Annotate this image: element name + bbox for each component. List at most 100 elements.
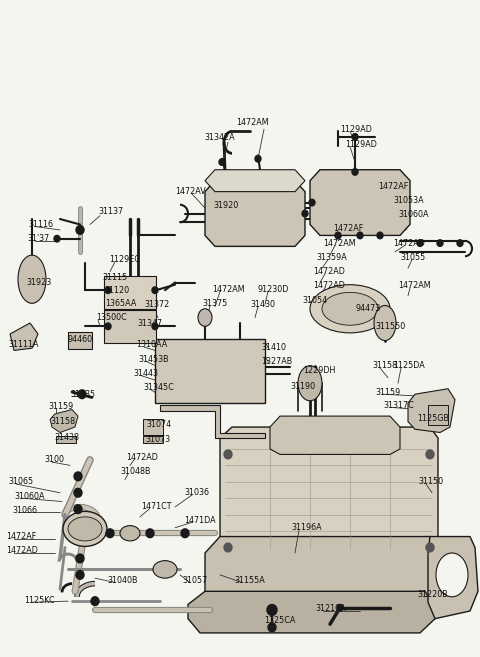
Text: 31453B: 31453B xyxy=(138,355,168,364)
Polygon shape xyxy=(310,170,410,235)
Text: 31111A: 31111A xyxy=(8,340,38,350)
Circle shape xyxy=(302,210,308,217)
Text: 31150: 31150 xyxy=(418,477,443,486)
Ellipse shape xyxy=(63,511,107,547)
Text: 1125GB: 1125GB xyxy=(417,414,449,423)
Text: 1472AF: 1472AF xyxy=(333,224,363,233)
Text: 31137: 31137 xyxy=(98,207,123,216)
Bar xyxy=(56,436,76,443)
Text: 31158: 31158 xyxy=(372,361,397,371)
Text: 31317C: 31317C xyxy=(383,401,414,410)
Ellipse shape xyxy=(153,560,177,578)
Circle shape xyxy=(219,159,225,166)
Text: 31159: 31159 xyxy=(375,388,400,397)
Text: 31120: 31120 xyxy=(104,286,129,295)
Text: 1129EC: 1129EC xyxy=(109,255,140,264)
Text: 31443: 31443 xyxy=(133,369,158,378)
Text: 1471CT: 1471CT xyxy=(141,503,171,512)
Text: 31060A: 31060A xyxy=(14,491,45,501)
Circle shape xyxy=(357,232,363,238)
Bar xyxy=(428,405,448,425)
Text: 1125DA: 1125DA xyxy=(393,361,425,371)
Text: 31066: 31066 xyxy=(12,506,37,515)
Ellipse shape xyxy=(120,526,140,541)
Circle shape xyxy=(417,240,423,246)
Text: 1472AD: 1472AD xyxy=(313,267,345,276)
Text: 1310AA: 1310AA xyxy=(136,340,167,350)
Circle shape xyxy=(152,287,158,294)
Text: 31375: 31375 xyxy=(202,299,227,308)
Text: 31060A: 31060A xyxy=(398,210,429,219)
Text: 31190: 31190 xyxy=(290,382,315,391)
Text: 94473: 94473 xyxy=(355,304,380,313)
Text: 31'37: 31'37 xyxy=(27,234,49,243)
Text: 31220B: 31220B xyxy=(417,590,448,599)
Circle shape xyxy=(74,505,82,514)
Polygon shape xyxy=(50,409,78,432)
Circle shape xyxy=(309,199,315,206)
Polygon shape xyxy=(408,389,455,432)
Circle shape xyxy=(337,604,343,611)
Text: 31372: 31372 xyxy=(144,300,169,309)
Text: 1472AD: 1472AD xyxy=(313,281,345,290)
Polygon shape xyxy=(188,591,435,633)
Ellipse shape xyxy=(322,292,378,325)
Circle shape xyxy=(76,554,84,563)
Text: 311550: 311550 xyxy=(375,322,405,331)
Circle shape xyxy=(146,529,154,537)
Circle shape xyxy=(74,472,82,481)
Text: 1472AD: 1472AD xyxy=(6,546,38,555)
Ellipse shape xyxy=(18,255,46,304)
Circle shape xyxy=(426,543,434,552)
Circle shape xyxy=(105,287,111,294)
Text: 31116: 31116 xyxy=(28,220,53,229)
Circle shape xyxy=(255,156,261,162)
Ellipse shape xyxy=(298,366,322,401)
Text: 1472AM: 1472AM xyxy=(212,284,245,294)
Text: 1472AM: 1472AM xyxy=(398,281,431,290)
Circle shape xyxy=(181,529,189,537)
Text: 1472AD: 1472AD xyxy=(393,238,425,248)
Text: 1129AD: 1129AD xyxy=(340,125,372,134)
Bar xyxy=(155,340,265,403)
Circle shape xyxy=(352,133,358,140)
Text: 31159: 31159 xyxy=(48,401,73,411)
Text: 13500C: 13500C xyxy=(96,313,127,322)
Ellipse shape xyxy=(374,306,396,340)
Text: 1471DA: 1471DA xyxy=(184,516,216,525)
Text: 31923: 31923 xyxy=(26,278,51,287)
Ellipse shape xyxy=(68,517,102,541)
Text: 31438: 31438 xyxy=(54,434,79,443)
Circle shape xyxy=(268,623,276,632)
Circle shape xyxy=(78,390,86,399)
Circle shape xyxy=(76,225,84,235)
Circle shape xyxy=(267,604,277,616)
Bar xyxy=(104,310,156,343)
Text: 1129AD: 1129AD xyxy=(345,140,377,149)
Circle shape xyxy=(426,450,434,459)
Bar xyxy=(143,436,163,443)
Text: 31435: 31435 xyxy=(70,390,95,399)
Text: 31074: 31074 xyxy=(146,420,171,430)
Text: 31065: 31065 xyxy=(8,477,33,486)
Polygon shape xyxy=(270,416,400,455)
Text: 31036: 31036 xyxy=(184,488,209,497)
Circle shape xyxy=(377,232,383,238)
Text: 31210A: 31210A xyxy=(315,604,346,614)
Text: 91230D: 91230D xyxy=(258,284,289,294)
Text: 31155A: 31155A xyxy=(234,576,265,585)
Circle shape xyxy=(224,543,232,552)
Text: 31054: 31054 xyxy=(302,296,327,305)
Circle shape xyxy=(76,570,84,579)
Text: 31048B: 31048B xyxy=(120,467,151,476)
Text: 31430: 31430 xyxy=(250,300,275,309)
Text: 31073: 31073 xyxy=(145,434,170,443)
Text: 1125KC: 1125KC xyxy=(24,595,55,604)
Text: 94460: 94460 xyxy=(68,335,93,344)
Text: 3100: 3100 xyxy=(44,455,64,464)
Circle shape xyxy=(74,488,82,497)
Circle shape xyxy=(54,235,60,242)
Circle shape xyxy=(457,240,463,246)
Circle shape xyxy=(152,323,158,330)
Circle shape xyxy=(106,529,114,537)
